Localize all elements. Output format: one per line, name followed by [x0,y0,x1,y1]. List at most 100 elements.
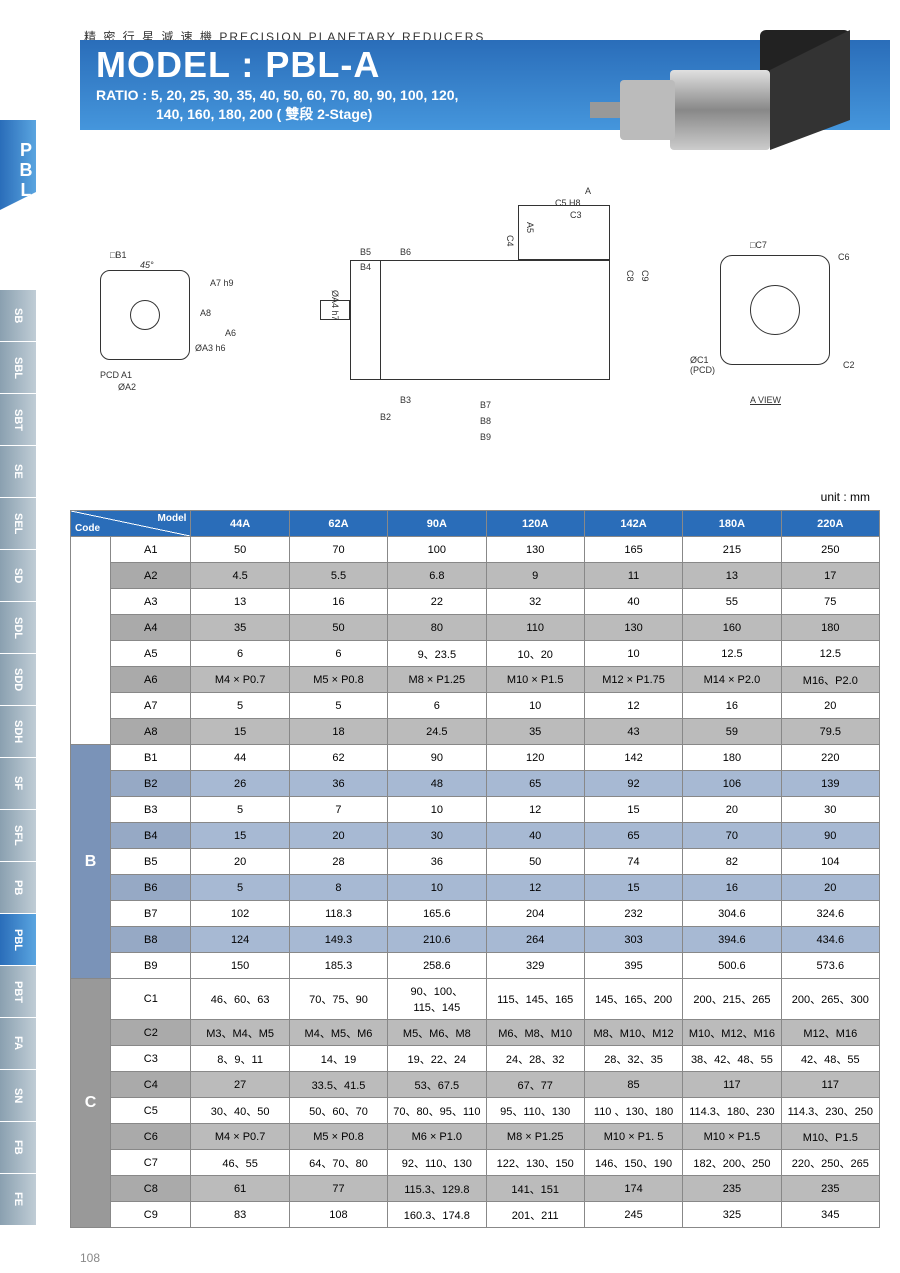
sidebar-tab-fe[interactable]: FE [0,1174,36,1226]
value-cell: 573.6 [781,953,879,979]
value-cell: 201、211 [486,1202,584,1228]
value-cell: 114.3、230、250 [781,1098,879,1124]
sidebar-tab-fb[interactable]: FB [0,1122,36,1174]
value-cell: 110 [486,615,584,641]
value-cell: M4 × P0.7 [191,1124,289,1150]
code-cell: B2 [111,771,191,797]
table-row: C746、5564、70、8092、110、130122、130、150146、… [71,1150,880,1176]
page-number: 108 [80,1251,100,1265]
value-cell: 160.3、174.8 [388,1202,486,1228]
value-cell: 20 [191,849,289,875]
sidebar-tab-sb[interactable]: SB [0,290,36,342]
value-cell: 36 [289,771,387,797]
value-cell: 30 [388,823,486,849]
code-cell: A8 [111,719,191,745]
sidebar-tab-sbl[interactable]: SBL [0,342,36,394]
value-cell: 395 [584,953,682,979]
code-cell: A4 [111,615,191,641]
value-cell: 26 [191,771,289,797]
value-cell: 15 [584,797,682,823]
value-cell: 44 [191,745,289,771]
sidebar-tab-sf[interactable]: SF [0,758,36,810]
value-cell: 7 [289,797,387,823]
sidebar-tab-sdl[interactable]: SDL [0,602,36,654]
value-cell: 10 [388,797,486,823]
sidebar-tab-sdd[interactable]: SDD [0,654,36,706]
value-cell: 15 [584,875,682,901]
value-cell: 17 [781,563,879,589]
value-cell: 117 [683,1072,781,1098]
code-cell: C2 [111,1020,191,1046]
value-cell: 50 [191,537,289,563]
value-cell: 117 [781,1072,879,1098]
sidebar-tabs: SBSBLSBTSESELSDSDLSDDSDHSFSFLPBPBLPBTFAS… [0,290,36,1226]
value-cell: M8 × P1.25 [486,1124,584,1150]
value-cell: 92 [584,771,682,797]
value-cell: 6 [191,641,289,667]
value-cell: 204 [486,901,584,927]
value-cell: 9、23.5 [388,641,486,667]
table-row: C6M4 × P0.7M5 × P0.8M6 × P1.0M8 × P1.25M… [71,1124,880,1150]
value-cell: 12.5 [781,641,879,667]
value-cell: M8、M10、M12 [584,1020,682,1046]
value-cell: 19、22、24 [388,1046,486,1072]
value-cell: 139 [781,771,879,797]
table-row: C38、9、1114、1919、22、2424、28、3228、32、3538、… [71,1046,880,1072]
code-cell: A7 [111,693,191,719]
sidebar-tab-se[interactable]: SE [0,446,36,498]
value-cell: 65 [486,771,584,797]
value-cell: 6 [388,693,486,719]
value-cell: 55 [683,589,781,615]
value-cell: M12 × P1.75 [584,667,682,693]
spec-table: CodeModel44A62A90A120A142A180A220AAA1507… [70,510,880,1228]
value-cell: 8、9、11 [191,1046,289,1072]
value-cell: 59 [683,719,781,745]
sidebar-tab-fa[interactable]: FA [0,1018,36,1070]
sidebar-tab-sel[interactable]: SEL [0,498,36,550]
value-cell: 114.3、180、230 [683,1098,781,1124]
value-cell: 329 [486,953,584,979]
group-cell-A: A [71,537,111,745]
value-cell: M5、M6、M8 [388,1020,486,1046]
value-cell: 38、42、48、55 [683,1046,781,1072]
value-cell: 394.6 [683,927,781,953]
value-cell: 32 [486,589,584,615]
value-cell: 232 [584,901,682,927]
value-cell: 145、165、200 [584,979,682,1020]
sidebar-tab-pbl[interactable]: PBL [0,914,36,966]
value-cell: 65 [584,823,682,849]
sidebar-tab-sdh[interactable]: SDH [0,706,36,758]
table-row: A4355080110130160180 [71,615,880,641]
group-cell-C: C [71,979,111,1228]
value-cell: 40 [584,589,682,615]
value-cell: 90 [781,823,879,849]
table-row: B6581012151620 [71,875,880,901]
value-cell: 10 [486,693,584,719]
table-row: B5202836507482104 [71,849,880,875]
value-cell: 220、250、265 [781,1150,879,1176]
sidebar-tab-pbt[interactable]: PBT [0,966,36,1018]
sidebar-tab-pb[interactable]: PB [0,862,36,914]
sidebar-tab-sn[interactable]: SN [0,1070,36,1122]
value-cell: 61 [191,1176,289,1202]
value-cell: 200、215、265 [683,979,781,1020]
code-cell: B9 [111,953,191,979]
value-cell: 185.3 [289,953,387,979]
code-cell: C9 [111,1202,191,1228]
value-cell: 10、20 [486,641,584,667]
sidebar-tab-sd[interactable]: SD [0,550,36,602]
table-row: B3571012152030 [71,797,880,823]
table-row: B415203040657090 [71,823,880,849]
value-cell: 18 [289,719,387,745]
sidebar-tab-sbt[interactable]: SBT [0,394,36,446]
group-cell-B: B [71,745,111,979]
table-header-model: 90A [388,511,486,537]
table-row: A24.55.56.89111317 [71,563,880,589]
value-cell: 28 [289,849,387,875]
value-cell: 130 [584,615,682,641]
table-row: B22636486592106139 [71,771,880,797]
technical-diagram: □B1 45° PCD A1 ØA2 A7 h9 A8 A6 ØA3 h6 B5… [80,200,880,500]
value-cell: 500.6 [683,953,781,979]
sidebar-tab-sfl[interactable]: SFL [0,810,36,862]
value-cell: M10、M12、M16 [683,1020,781,1046]
